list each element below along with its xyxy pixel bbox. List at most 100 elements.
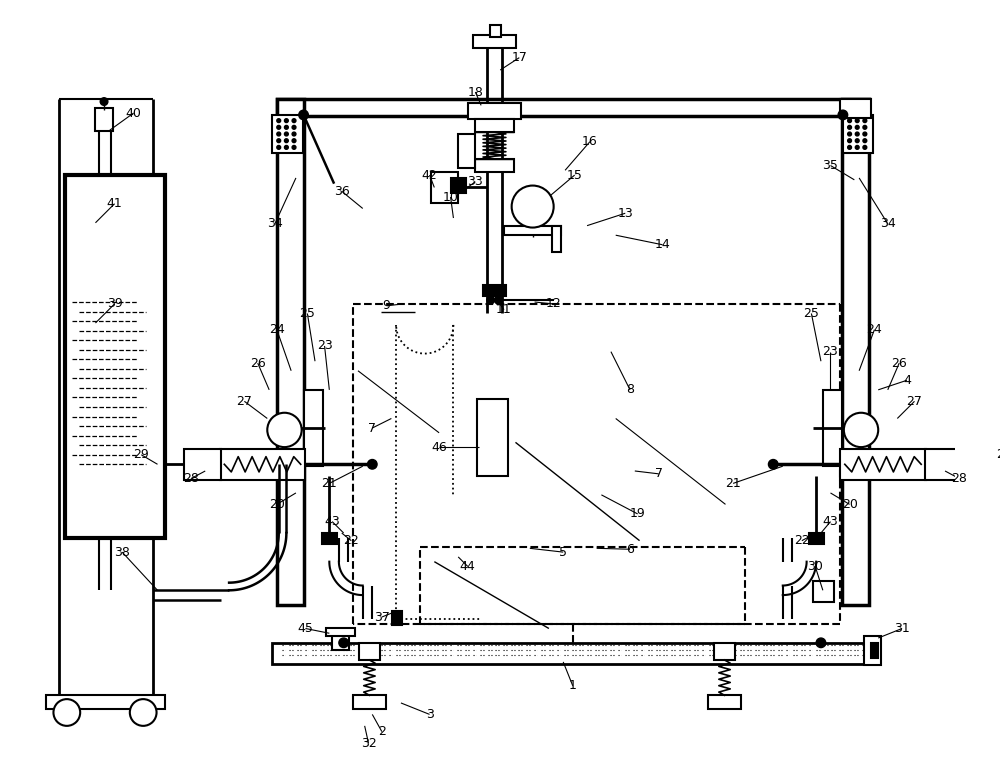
Circle shape (863, 119, 867, 123)
Circle shape (284, 125, 288, 129)
Text: 25: 25 (803, 307, 819, 320)
Bar (220, 449, 305, 479)
Text: 29: 29 (996, 448, 1000, 461)
Circle shape (863, 145, 867, 149)
Text: 34: 34 (267, 217, 283, 230)
Bar (483, 284, 506, 296)
Text: 13: 13 (617, 206, 633, 220)
Circle shape (863, 125, 867, 129)
Bar (95, 108, 113, 131)
Bar (134, 447, 151, 482)
Text: 22: 22 (343, 534, 359, 547)
Bar (451, 178, 466, 193)
Text: 26: 26 (891, 356, 907, 369)
Text: 33: 33 (468, 175, 483, 189)
Circle shape (848, 125, 851, 129)
Bar (277, 99, 869, 116)
Circle shape (299, 110, 308, 120)
Text: 28: 28 (951, 472, 967, 485)
Text: 6: 6 (626, 543, 634, 556)
Text: 29: 29 (133, 448, 149, 461)
Text: 28: 28 (183, 472, 199, 485)
Bar (304, 390, 323, 466)
Text: 20: 20 (269, 498, 285, 511)
Bar (473, 35, 516, 48)
Circle shape (292, 132, 296, 136)
Bar (840, 99, 871, 117)
Text: 12: 12 (546, 298, 562, 311)
Circle shape (863, 139, 867, 142)
Bar (322, 533, 337, 544)
Circle shape (130, 699, 157, 726)
Circle shape (855, 139, 859, 142)
Text: 9: 9 (383, 299, 391, 312)
Circle shape (848, 119, 851, 123)
Circle shape (768, 459, 778, 469)
Bar (925, 449, 961, 479)
Circle shape (487, 296, 494, 304)
Bar (475, 119, 514, 132)
Bar (458, 134, 475, 169)
Bar (842, 99, 869, 604)
Text: 24: 24 (269, 323, 285, 336)
Text: 10: 10 (443, 190, 459, 203)
Circle shape (284, 145, 288, 149)
Circle shape (339, 638, 348, 648)
Bar (326, 628, 355, 636)
Circle shape (277, 125, 281, 129)
Text: 25: 25 (299, 307, 315, 320)
Text: 23: 23 (317, 339, 332, 352)
Circle shape (855, 145, 859, 149)
Text: 45: 45 (298, 622, 313, 635)
Bar (708, 695, 741, 709)
Circle shape (284, 139, 288, 142)
Text: 37: 37 (374, 611, 390, 624)
Bar (490, 26, 501, 36)
Text: 43: 43 (324, 515, 340, 528)
Circle shape (855, 125, 859, 129)
Bar (504, 226, 561, 235)
Circle shape (848, 132, 851, 136)
Text: 21: 21 (321, 477, 337, 490)
Bar (277, 99, 304, 604)
Circle shape (277, 139, 281, 142)
Text: 23: 23 (823, 346, 838, 358)
Text: 38: 38 (114, 546, 130, 559)
Text: 3: 3 (426, 708, 434, 721)
Text: 5: 5 (559, 546, 567, 559)
Bar (184, 449, 221, 479)
Circle shape (267, 413, 302, 447)
Circle shape (277, 132, 281, 136)
Bar (813, 581, 834, 601)
Circle shape (292, 125, 296, 129)
Text: 11: 11 (496, 303, 512, 316)
Bar (65, 175, 165, 538)
Text: 26: 26 (250, 356, 266, 369)
Circle shape (292, 119, 296, 123)
Circle shape (292, 139, 296, 142)
Circle shape (277, 145, 281, 149)
Text: 4: 4 (903, 374, 911, 386)
Text: 20: 20 (842, 498, 858, 511)
Bar (392, 611, 402, 625)
Circle shape (277, 119, 281, 123)
Text: 31: 31 (894, 622, 910, 635)
Bar (353, 695, 386, 709)
Text: 39: 39 (107, 298, 122, 311)
Bar (477, 400, 508, 475)
Text: 16: 16 (582, 135, 598, 148)
Text: 35: 35 (823, 159, 838, 172)
Text: 27: 27 (907, 395, 922, 408)
Bar (809, 533, 824, 544)
Text: 34: 34 (880, 217, 896, 230)
Text: 15: 15 (567, 169, 583, 182)
Text: 22: 22 (794, 534, 810, 547)
Bar (431, 172, 458, 203)
Bar (843, 115, 873, 153)
Text: 30: 30 (807, 560, 823, 573)
Circle shape (494, 296, 502, 304)
Text: 19: 19 (630, 507, 646, 520)
Text: 8: 8 (626, 383, 634, 397)
Text: 41: 41 (107, 197, 122, 210)
Bar (272, 115, 303, 153)
